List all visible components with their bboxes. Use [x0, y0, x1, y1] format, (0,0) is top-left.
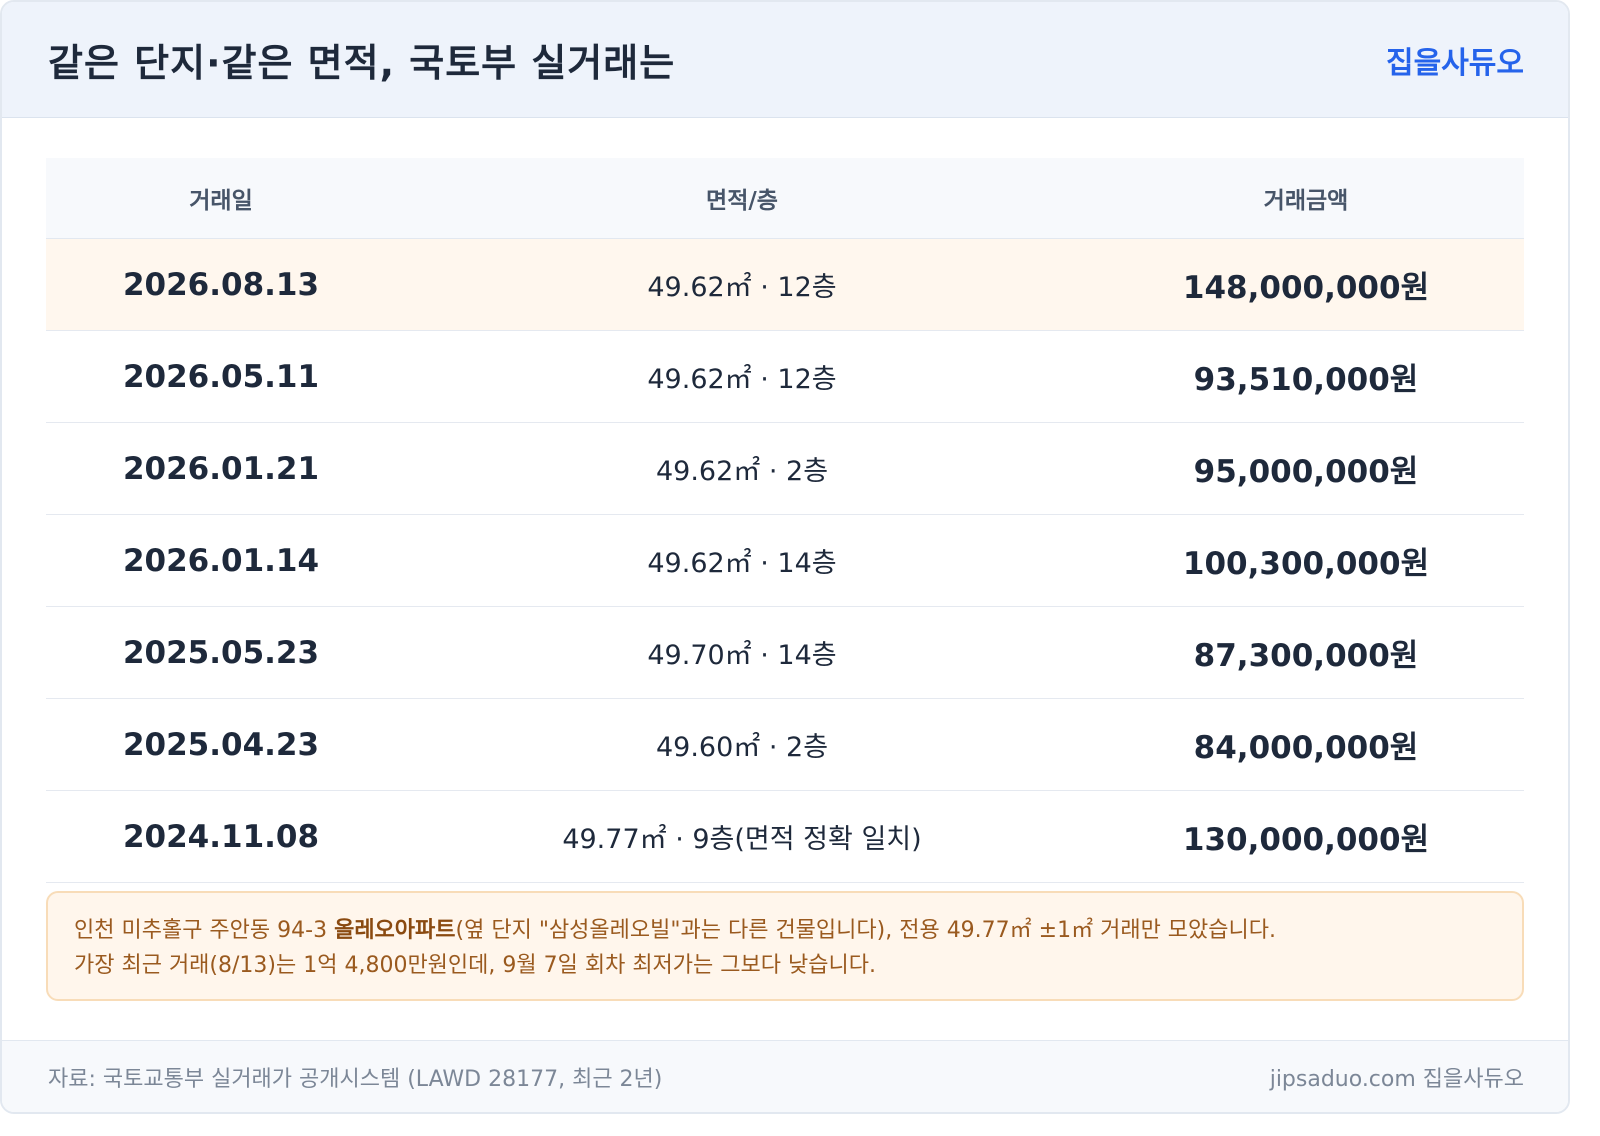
cell-price: 87,300,000원 — [1088, 606, 1524, 699]
note-line-2: 가장 최근 거래(8/13)는 1억 4,800만원인데, 9월 7일 회차 최… — [74, 953, 876, 978]
card-header: 같은 단지·같은 면적, 국토부 실거래는 집을사듀오 — [2, 2, 1568, 118]
transaction-card: 같은 단지·같은 면적, 국토부 실거래는 집을사듀오 거래일 면적/층 거래금… — [0, 0, 1570, 1114]
brand-label: 집을사듀오 — [1386, 45, 1524, 81]
column-header-date: 거래일 — [46, 158, 396, 239]
cell-price: 100,300,000원 — [1088, 514, 1524, 607]
data-source: 자료: 국토교통부 실거래가 공개시스템 (LAWD 28177, 최근 2년) — [48, 1066, 663, 1092]
transactions-table: 거래일 면적/층 거래금액 2026.08.13 49.62㎡ · 12층 148,… — [46, 158, 1524, 883]
table-row: 2026.05.11 49.62㎡ · 12층 93,510,000원 — [46, 330, 1524, 423]
cell-area-floor: 49.62㎡ · 14층 — [396, 514, 1088, 607]
table-row: 2026.01.21 49.62㎡ · 2층 95,000,000원 — [46, 422, 1524, 515]
cell-price: 148,000,000원 — [1088, 238, 1524, 331]
cell-price: 95,000,000원 — [1088, 422, 1524, 515]
cell-price: 130,000,000원 — [1088, 790, 1524, 883]
column-header-area-floor: 면적/층 — [396, 158, 1088, 239]
note-line-1: 인천 미추홀구 주안동 94-3 올레오아파트(옆 단지 "삼성올레오빌"과는 … — [74, 913, 1496, 948]
cell-date: 2025.04.23 — [46, 698, 396, 791]
cell-price: 84,000,000원 — [1088, 698, 1524, 791]
cell-date: 2026.01.14 — [46, 514, 396, 607]
cell-date: 2025.05.23 — [46, 606, 396, 699]
card-title: 같은 단지·같은 면적, 국토부 실거래는 — [48, 41, 676, 85]
note-complex-name: 올레오아파트 — [334, 918, 456, 943]
table-row: 2025.05.23 49.70㎡ · 14층 87,300,000원 — [46, 606, 1524, 699]
column-header-price: 거래금액 — [1088, 158, 1524, 239]
cell-area-floor: 49.70㎡ · 14층 — [396, 606, 1088, 699]
cell-date: 2026.01.21 — [46, 422, 396, 515]
cell-date: 2026.08.13 — [46, 238, 396, 331]
table-row: 2026.01.14 49.62㎡ · 14층 100,300,000원 — [46, 514, 1524, 607]
cell-price: 93,510,000원 — [1088, 330, 1524, 423]
cell-area-floor: 49.62㎡ · 12층 — [396, 238, 1088, 331]
site-credit: jipsaduo.com 집을사듀오 — [1269, 1066, 1524, 1092]
transactions-table-wrap: 거래일 면적/층 거래금액 2026.08.13 49.62㎡ · 12층 148,… — [46, 158, 1524, 883]
table-row: 2026.08.13 49.62㎡ · 12층 148,000,000원 — [46, 238, 1524, 331]
info-note: 인천 미추홀구 주안동 94-3 올레오아파트(옆 단지 "삼성올레오빌"과는 … — [46, 891, 1524, 1001]
cell-area-floor: 49.77㎡ · 9층(면적 정확 일치) — [396, 790, 1088, 883]
cell-area-floor: 49.62㎡ · 2층 — [396, 422, 1088, 515]
card-footer: 자료: 국토교통부 실거래가 공개시스템 (LAWD 28177, 최근 2년)… — [2, 1040, 1568, 1112]
cell-area-floor: 49.62㎡ · 12층 — [396, 330, 1088, 423]
cell-area-floor: 49.60㎡ · 2층 — [396, 698, 1088, 791]
note-line-1-suffix: (옆 단지 "삼성올레오빌"과는 다른 건물입니다), 전용 49.77㎡ ±1… — [455, 918, 1276, 943]
cell-date: 2024.11.08 — [46, 790, 396, 883]
table-header-row: 거래일 면적/층 거래금액 — [46, 158, 1524, 239]
table-row: 2024.11.08 49.77㎡ · 9층(면적 정확 일치) 130,000,0… — [46, 790, 1524, 883]
note-line-1-prefix: 인천 미추홀구 주안동 94-3 — [74, 918, 335, 943]
cell-date: 2026.05.11 — [46, 330, 396, 423]
table-row: 2025.04.23 49.60㎡ · 2층 84,000,000원 — [46, 698, 1524, 791]
